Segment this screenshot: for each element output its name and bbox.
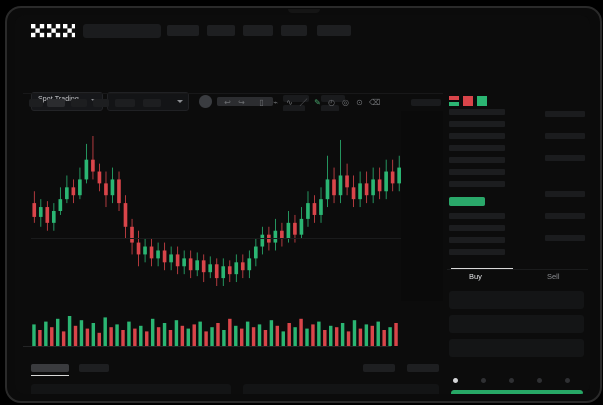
candlestick-icon[interactable]: ▯ [259, 98, 264, 107]
ask-row[interactable] [449, 181, 505, 187]
trash-icon[interactable]: ⌫ [369, 98, 381, 107]
candlestick-series [32, 136, 434, 286]
orderbook-depth-row [545, 235, 585, 241]
ask-row[interactable] [449, 121, 505, 127]
device-frame: Spot Trading ↩ ↪ ▯ [5, 6, 602, 403]
coin-avatar [199, 95, 212, 108]
wave-icon[interactable]: ∿ [286, 98, 293, 107]
stat-2 [283, 105, 305, 112]
stat-5 [411, 99, 441, 106]
chart-interval-1[interactable] [29, 99, 43, 107]
order-form-divider [447, 269, 588, 270]
orderbook-both-icon[interactable] [449, 93, 459, 106]
ask-row[interactable] [449, 109, 505, 115]
chart-interval-3[interactable] [71, 99, 87, 107]
nav-item-4[interactable] [281, 25, 307, 36]
stat-3 [321, 95, 345, 102]
orderbook-depth-row [545, 155, 585, 161]
stat-1 [283, 95, 309, 102]
chart-interval-2[interactable] [47, 99, 65, 107]
chart-interval-4[interactable] [93, 99, 109, 107]
device-notch [288, 9, 320, 13]
nav-item-2[interactable] [207, 25, 235, 36]
trendline-icon[interactable]: ／ [299, 98, 308, 107]
redo-icon[interactable]: ↪ [238, 98, 245, 107]
price-chart[interactable] [23, 111, 443, 311]
submit-order-button[interactable] [451, 390, 583, 394]
pagination-dot-2[interactable] [481, 378, 486, 383]
chevron-down-icon [177, 100, 183, 103]
nav-item-1[interactable] [167, 25, 199, 36]
magnet-icon[interactable]: ◴ [328, 98, 335, 107]
bid-row[interactable] [449, 249, 505, 255]
bottom-tab-3[interactable] [363, 364, 395, 372]
order-book-panel: Buy Sell [445, 87, 590, 394]
bid-row[interactable] [449, 213, 505, 219]
brush-icon[interactable]: ✎ [314, 98, 321, 107]
pagination-dot-5[interactable] [565, 378, 570, 383]
lock-icon[interactable]: ⊙ [356, 98, 363, 107]
bid-row[interactable] [449, 225, 505, 231]
tab-sell[interactable]: Sell [547, 272, 560, 281]
tab-buy[interactable]: Buy [469, 272, 482, 281]
ask-row[interactable] [449, 145, 505, 151]
orderbook-depth-row [545, 133, 585, 139]
orderbook-depth-row [545, 191, 585, 197]
last-price-indicator [449, 197, 485, 206]
orderbook-bids-icon[interactable] [477, 93, 487, 106]
bottom-tab-2[interactable] [79, 364, 109, 372]
ask-row[interactable] [449, 157, 505, 163]
ask-row[interactable] [449, 133, 505, 139]
chart-overlay-panel-edge [401, 111, 443, 301]
eye-icon[interactable]: ◎ [342, 98, 349, 107]
bottom-panel-left [31, 384, 231, 394]
buy-tab-underline [451, 268, 513, 269]
orderbook-depth-row [545, 213, 585, 219]
app-screen: Spot Trading ↩ ↪ ▯ [15, 15, 590, 394]
bid-row[interactable] [449, 237, 505, 243]
orderbook-asks-icon[interactable] [463, 93, 473, 106]
stat-4 [321, 105, 339, 112]
top-navigation-bar [15, 15, 590, 47]
pair-name-label [217, 97, 273, 106]
volume-chart [23, 315, 443, 355]
ask-row[interactable] [449, 169, 505, 175]
nav-item-3[interactable] [243, 25, 273, 36]
undo-icon[interactable]: ↩ [224, 98, 231, 107]
market-sub-bar: Spot Trading [15, 47, 590, 112]
search-input[interactable] [83, 24, 161, 38]
bottom-tab-active[interactable] [31, 364, 69, 376]
order-field-2[interactable] [449, 315, 584, 333]
orderbook-depth-row [545, 111, 585, 117]
chart-gridline [31, 238, 443, 239]
bottom-panel-right [243, 384, 439, 394]
indicator-icon[interactable]: ⌁ [273, 98, 278, 107]
nav-item-5[interactable] [317, 25, 351, 36]
okx-logo[interactable] [31, 24, 75, 38]
chart-interval-6[interactable] [143, 99, 161, 107]
order-field-1[interactable] [449, 291, 584, 309]
volume-baseline [23, 346, 391, 347]
chart-toolbar: ↩ ↪ ▯ ⌁ ∿ ／ ✎ ◴ ◎ ⊙ ⌫ [23, 93, 443, 113]
chart-interval-5[interactable] [115, 99, 135, 107]
pagination-dot-1[interactable] [453, 378, 458, 383]
pagination-dot-4[interactable] [537, 378, 542, 383]
volume-series [32, 316, 398, 346]
order-field-3[interactable] [449, 339, 584, 357]
bottom-tab-4[interactable] [407, 364, 439, 372]
pagination-dot-3[interactable] [509, 378, 514, 383]
